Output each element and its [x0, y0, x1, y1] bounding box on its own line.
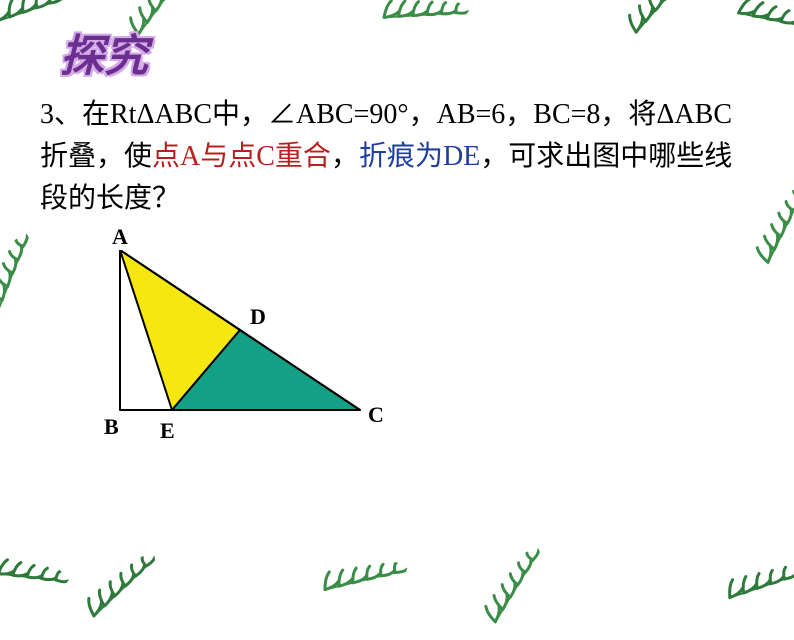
label-A: A: [112, 224, 128, 250]
slide-content: 探究 3、在RtΔABC中，∠ABC=90°，AB=6，BC=8，将ΔABC折叠…: [0, 0, 794, 475]
problem-blue: 折痕为DE: [359, 141, 480, 172]
label-D: D: [250, 304, 266, 330]
label-C: C: [368, 402, 384, 428]
triangle-svg: [100, 250, 380, 450]
problem-mid: ，: [331, 141, 359, 172]
triangle-figure: A B C D E: [100, 250, 754, 455]
problem-red: 点A与点C重合: [152, 141, 331, 172]
label-E: E: [160, 418, 175, 444]
label-B: B: [104, 414, 119, 440]
slide-title: 探究: [60, 20, 754, 84]
problem-text: 3、在RtΔABC中，∠ABC=90°，AB=6，BC=8，将ΔABC折叠，使点…: [40, 94, 754, 220]
